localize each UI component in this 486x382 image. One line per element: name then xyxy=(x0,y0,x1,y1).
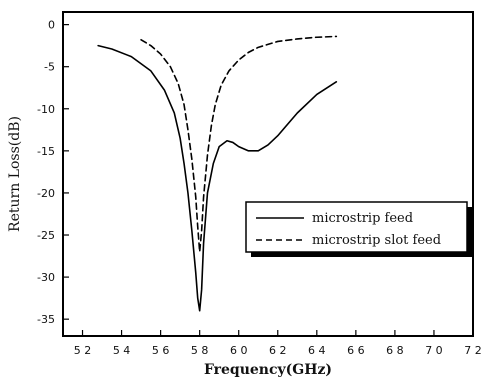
y-tick-label: -20 xyxy=(37,187,55,200)
x-tick-label: 6 2 xyxy=(269,344,287,357)
x-tick-label: 5 8 xyxy=(191,344,209,357)
legend-label-microstrip-feed: microstrip feed xyxy=(312,211,413,226)
x-axis-title: Frequency(GHz) xyxy=(204,362,332,378)
y-axis-title: Return Loss(dB) xyxy=(7,116,23,232)
series-line-microstrip-feed xyxy=(97,44,338,312)
series-line-microstrip-slot-feed xyxy=(140,35,338,253)
x-tick-label: 5 4 xyxy=(113,344,131,357)
x-tick-label: 7 2 xyxy=(464,344,482,357)
x-tick-label: 6 6 xyxy=(347,344,365,357)
y-tick-label: -25 xyxy=(37,229,55,242)
y-tick-label: -30 xyxy=(37,271,55,284)
x-tick-label: 6 4 xyxy=(308,344,326,357)
y-tick-label: -15 xyxy=(37,145,55,158)
x-tick-label: 7 0 xyxy=(425,344,443,357)
x-tick-label: 5 2 xyxy=(74,344,92,357)
series-layer xyxy=(97,35,338,312)
axis-ticks: 5 2 5 4 5 6 5 8 6 0 6 2 6 4 6 6 6 8 7 0 7 2 0 -5 -10 -… xyxy=(37,19,482,357)
y-tick-label: -5 xyxy=(44,61,55,74)
legend-label-microstrip-slot-feed: microstrip slot feed xyxy=(312,233,441,248)
x-tick-label: 5 6 xyxy=(152,344,170,357)
y-tick-label: -10 xyxy=(37,103,55,116)
y-tick-label: -35 xyxy=(37,313,55,326)
plot-frame xyxy=(62,11,474,337)
x-tick-label: 6 8 xyxy=(386,344,404,357)
legend-box xyxy=(245,201,468,253)
x-tick-label: 6 0 xyxy=(230,344,248,357)
y-tick-label: 0 xyxy=(48,19,55,32)
legend: microstrip feed microstrip slot feed xyxy=(245,201,472,257)
